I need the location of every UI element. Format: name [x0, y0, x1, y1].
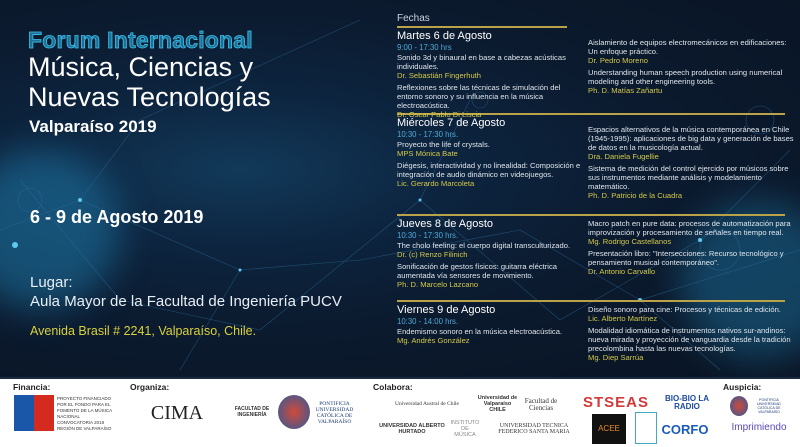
- financia-text: PROYECTO FINANCIADO POR EL FONDO PARA EL…: [57, 396, 112, 431]
- talk-speaker: Lic. Gerardo Marcoleta: [397, 179, 475, 188]
- facultad-logo: FACULTAD DE INGENIERÍA: [234, 406, 270, 418]
- talks-left: The cholo feeling: el cuerpo digital tra…: [397, 241, 585, 292]
- talk-title: Sonificación de gestos físicos: guitarra…: [397, 262, 557, 280]
- day-block: Martes 6 de Agosto 9:00 - 17:30 hrs Soni…: [397, 30, 797, 119]
- day-heading: Martes 6 de Agosto: [397, 30, 492, 42]
- talks-left: Proyecto the life of crystals. MPS Mónica…: [397, 140, 585, 191]
- colabora-label: Colabora:: [373, 382, 413, 392]
- talk-speaker: Ph. D. Marcelo Lazcano: [397, 280, 479, 289]
- poster-background: Forum Internacional Música, Ciencias y N…: [0, 0, 800, 377]
- talk-title: Endemismo sonoro en la música electroacú…: [397, 327, 563, 336]
- corfo-logo: CORFO: [661, 421, 709, 437]
- imprimiendo-logo: Imprimiendo: [731, 422, 787, 433]
- talk-speaker: Mg. Andrés González: [397, 336, 470, 345]
- talk-title: Presentación libro: "Intersecciones: Rec…: [588, 249, 784, 267]
- talk-title: Aislamiento de equipos electromecánicos …: [588, 38, 787, 56]
- talk-title: Diseño sonoro para cine: Procesos y técn…: [588, 305, 781, 314]
- talk-speaker: Dr. Pedro Moreno: [588, 56, 648, 65]
- talk-speaker: Lic. Alberto Martínez: [588, 314, 658, 323]
- venue: Aula Mayor de la Facultad de Ingeniería …: [30, 293, 342, 310]
- biobio-logo: BIO-BIO LA RADIO: [665, 394, 709, 411]
- day-time: 10:30 - 17:30 hrs.: [397, 231, 459, 240]
- utfsm-logo: UNIVERSIDAD TECNICA FEDERICO SANTA MARIA: [498, 423, 570, 435]
- divider: [397, 113, 785, 115]
- event-dates: 6 - 9 de Agosto 2019: [30, 207, 204, 227]
- talk-speaker: Mg. Rodrigo Castellanos: [588, 237, 672, 246]
- talk-speaker: MPS Mónica Bate: [397, 149, 458, 158]
- talk-title: Diégesis, interactividad y no linealidad…: [397, 161, 581, 179]
- ministerio-logo: [14, 395, 54, 431]
- talks-right: Macro patch en pure data: procesos de au…: [588, 219, 796, 279]
- organ-logo: [635, 412, 657, 444]
- talk-speaker: Dra. Daniela Fugellie: [588, 152, 659, 161]
- organiza-label: Organiza:: [130, 382, 170, 392]
- network-lines-decoration: [0, 19, 800, 371]
- address: Avenida Brasil # 2241, Valparaíso, Chile…: [30, 324, 257, 338]
- talks-left: Sonido 3d y binaural en base a cabezas a…: [397, 53, 585, 122]
- divider: [397, 300, 785, 302]
- talks-right: Diseño sonoro para cine: Procesos y técn…: [588, 305, 796, 365]
- uach-logo: Universidad Austral de Chile: [394, 401, 459, 407]
- talk-title: Sonido 3d y binaural en base a cabezas a…: [397, 53, 566, 71]
- day-block: Viernes 9 de Agosto 10:30 - 14:00 hrs. E…: [397, 304, 797, 362]
- ciencias-logo: Facultad de Ciencias: [524, 397, 558, 412]
- day-heading: Miércoles 7 de Agosto: [397, 117, 506, 129]
- talks-right: Espacios alternativos de la música conte…: [588, 125, 796, 203]
- forum-title: Forum Internacional: [28, 27, 253, 54]
- day-time: 9:00 - 17:30 hrs: [397, 43, 452, 52]
- acee-logo: ACEE: [592, 414, 626, 444]
- talk-speaker: Ph. D. Patricio de la Cuadra: [588, 191, 683, 200]
- talk-title: Espacios alternativos de la música conte…: [588, 125, 794, 152]
- sponsors-footer: Financia: PROYECTO FINANCIADO POR EL FON…: [0, 377, 800, 447]
- talk-title: Modalidad idiomática de instrumentos nat…: [588, 326, 791, 353]
- day-heading: Jueves 8 de Agosto: [397, 218, 494, 230]
- divider: [397, 214, 785, 216]
- glow-decoration: [680, 200, 800, 360]
- talks-left: Endemismo sonoro en la música electroacú…: [397, 327, 585, 348]
- venue-label: Lugar:: [30, 274, 73, 291]
- talk-speaker: Dr. Antonio Carvallo: [588, 267, 656, 276]
- talk-title: Understanding human speech production us…: [588, 68, 783, 86]
- talk-title: Sistema de medición del control ejercido…: [588, 164, 789, 191]
- cima-logo: CIMA: [150, 402, 204, 424]
- divider: [397, 26, 567, 28]
- pucv-seal-small: [730, 396, 748, 416]
- title-line-1: Música, Ciencias y: [28, 52, 254, 82]
- talk-title: Macro patch en pure data: procesos de au…: [588, 219, 791, 237]
- uv-logo: Universidad de Valparaíso CHILE: [477, 395, 518, 413]
- talk-speaker: Ph. D. Matías Zañartu: [588, 86, 663, 95]
- financia-label: Financia:: [13, 382, 51, 392]
- talks-right: Aislamiento de equipos electromecánicos …: [588, 38, 796, 98]
- auspicia-label: Auspicia:: [723, 382, 762, 392]
- talk-title: The cholo feeling: el cuerpo digital tra…: [397, 241, 571, 250]
- title-line-2: Nuevas Tecnologías: [28, 82, 271, 112]
- day-heading: Viernes 9 de Agosto: [397, 304, 496, 316]
- schedule-heading: Fechas: [397, 13, 430, 24]
- pucv-name-small: PONTIFICIA UNIVERSIDAD CATÓLICA DE VALPA…: [757, 398, 781, 414]
- stseas-logo: STSEAS: [582, 393, 649, 411]
- talk-title: Reflexiones sobre las técnicas de simula…: [397, 83, 561, 110]
- day-time: 10:30 - 17:30 hrs.: [397, 130, 459, 139]
- instituto-musica-logo: INSTITUTO DE MÚSICA: [450, 420, 480, 438]
- day-block: Jueves 8 de Agosto 10:30 - 17:30 hrs. Th…: [397, 218, 797, 289]
- city-year: Valparaíso 2019: [29, 117, 157, 136]
- pucv-seal: [278, 395, 310, 429]
- day-block: Miércoles 7 de Agosto 10:30 - 17:30 hrs.…: [397, 117, 797, 200]
- talk-speaker: Dr. Oscar Pablo Di Liscia: [397, 110, 482, 119]
- day-time: 10:30 - 14:00 hrs.: [397, 317, 459, 326]
- talk-speaker: Dr. Sebastián Fingerhuth: [397, 71, 482, 80]
- pucv-name: PONTIFICIA UNIVERSIDAD CATÓLICA DE VALPA…: [315, 401, 354, 425]
- uah-logo: UNIVERSIDAD ALBERTO HURTADO: [379, 423, 445, 435]
- talk-speaker: Dr. (c) Renzo Filinich: [397, 250, 468, 259]
- talk-speaker: Mg. Diep Sarrúa: [588, 353, 644, 362]
- talk-title: Proyecto the life of crystals.: [397, 140, 490, 149]
